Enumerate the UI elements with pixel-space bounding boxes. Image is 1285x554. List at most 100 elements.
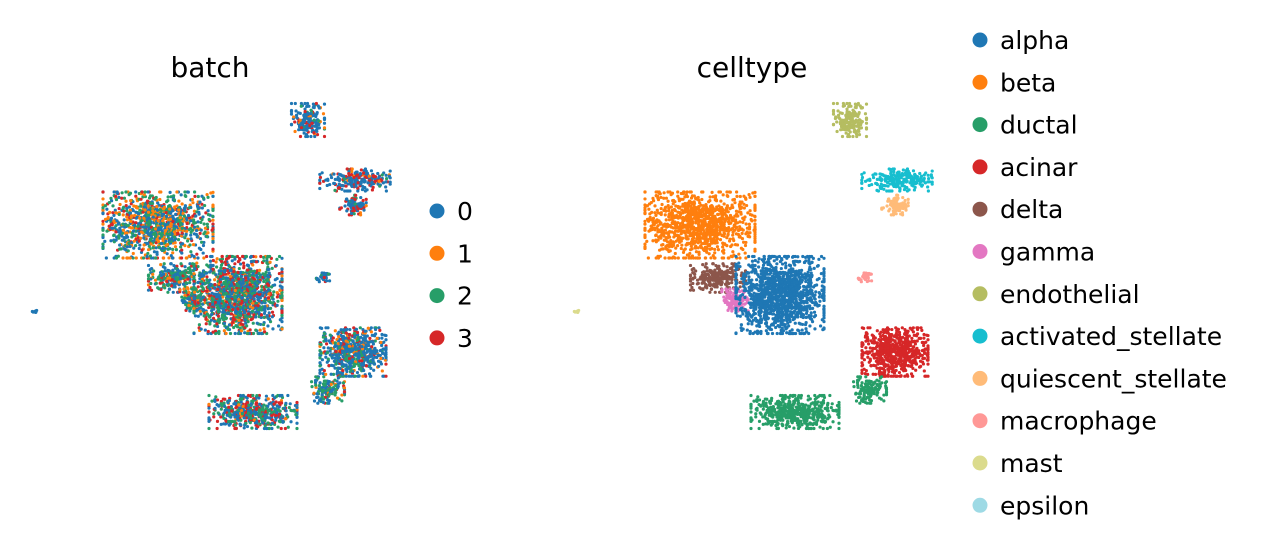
batch-point xyxy=(242,426,246,430)
batch-point xyxy=(134,221,138,225)
batch-point xyxy=(162,262,166,266)
batch-point xyxy=(184,194,188,198)
batch-point xyxy=(114,230,118,234)
batch-point xyxy=(128,256,132,260)
batch-point xyxy=(290,409,294,413)
batch-point xyxy=(182,214,187,218)
batch-point xyxy=(101,233,105,237)
batch-point xyxy=(326,272,331,276)
batch-point xyxy=(146,190,150,194)
batch-point xyxy=(246,302,250,307)
batch-point xyxy=(239,301,243,306)
batch-point xyxy=(224,316,228,320)
batch-point xyxy=(366,181,370,185)
batch-point xyxy=(372,368,376,372)
batch-point xyxy=(129,219,133,223)
batch-point xyxy=(347,172,351,176)
batch-point xyxy=(260,288,264,292)
batch-point xyxy=(328,333,332,337)
batch-point xyxy=(196,256,200,260)
batch-point xyxy=(208,294,212,298)
batch-point xyxy=(258,414,262,418)
batch-point xyxy=(30,309,34,314)
batch-point xyxy=(154,281,158,285)
batch-point xyxy=(199,312,203,316)
celltype-point xyxy=(835,120,839,124)
batch-point xyxy=(295,415,299,420)
batch-point xyxy=(197,206,201,210)
batch-point xyxy=(308,117,312,121)
batch-point xyxy=(151,246,155,250)
batch-point xyxy=(313,124,317,128)
batch-point xyxy=(196,280,200,285)
batch-point xyxy=(121,206,125,211)
batch-point xyxy=(344,331,348,335)
celltype-point xyxy=(864,134,869,139)
batch-point xyxy=(244,410,248,415)
batch-point xyxy=(197,323,202,327)
batch-point xyxy=(230,259,234,263)
batch-point xyxy=(251,301,255,305)
batch-point xyxy=(388,182,392,186)
batch-point xyxy=(146,204,150,208)
batch-point xyxy=(184,268,188,273)
batch-point xyxy=(308,111,313,116)
batch-point xyxy=(171,214,175,218)
batch-point xyxy=(267,317,271,321)
celltype-point xyxy=(887,167,891,171)
batch-point xyxy=(156,201,160,205)
celltype-point xyxy=(854,106,858,110)
batch-point xyxy=(211,203,215,207)
batch-point xyxy=(172,230,177,234)
batch-point xyxy=(105,207,109,211)
batch-point xyxy=(120,191,124,195)
batch-point xyxy=(356,347,361,351)
batch-point xyxy=(337,346,342,350)
batch-point xyxy=(201,251,205,255)
batch-point xyxy=(168,217,173,221)
batch-point xyxy=(266,397,270,401)
batch-point xyxy=(175,190,179,194)
batch-point xyxy=(171,219,175,224)
batch-point xyxy=(171,268,175,272)
batch-point xyxy=(273,278,277,282)
batch-point xyxy=(185,229,189,233)
batch-point xyxy=(267,292,271,296)
batch-point xyxy=(226,305,231,309)
batch-point xyxy=(124,204,128,208)
batch-point xyxy=(375,349,379,353)
batch-point xyxy=(151,232,156,236)
celltype-point xyxy=(852,121,856,125)
batch-point xyxy=(318,371,322,375)
batch-point xyxy=(162,276,167,280)
celltype-point xyxy=(835,101,839,106)
batch-point xyxy=(250,426,254,430)
batch-point xyxy=(224,257,229,261)
batch-point xyxy=(206,195,210,199)
batch-point xyxy=(115,191,119,195)
celltype-point xyxy=(835,129,839,134)
batch-point xyxy=(263,424,267,428)
batch-point xyxy=(337,366,341,370)
batch-point xyxy=(234,311,238,315)
celltype-point xyxy=(926,185,930,189)
batch-point xyxy=(239,423,243,427)
batch-point xyxy=(137,239,141,243)
batch-point xyxy=(183,208,187,212)
batch-point xyxy=(202,222,206,226)
batch-point xyxy=(267,426,271,431)
celltype-point xyxy=(851,134,855,139)
batch-point xyxy=(207,426,211,431)
batch-point xyxy=(177,208,181,212)
batch-point xyxy=(180,231,184,235)
batch-point xyxy=(184,281,188,285)
batch-point xyxy=(192,262,196,266)
batch-point xyxy=(357,353,361,357)
batch-point xyxy=(147,219,151,224)
batch-point xyxy=(327,279,332,283)
batch-point xyxy=(326,177,330,181)
batch-point xyxy=(167,238,172,242)
batch-point xyxy=(359,367,363,371)
batch-point xyxy=(132,246,136,250)
celltype-point xyxy=(892,172,896,177)
